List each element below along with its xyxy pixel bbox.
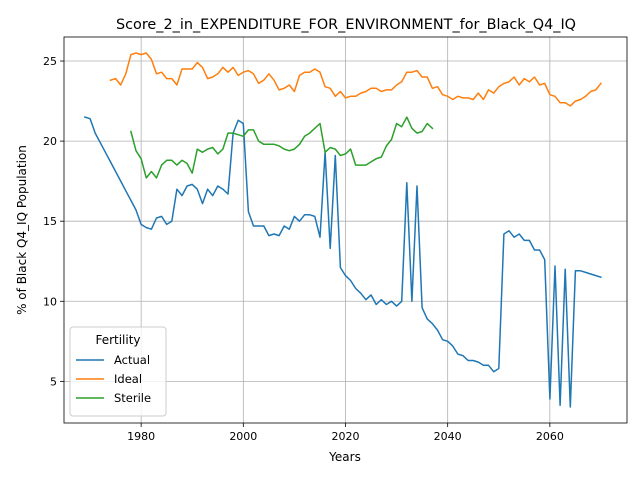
x-tick-label: 1980 [127,430,155,443]
x-tick-label: 2000 [229,430,257,443]
x-tick-label: 2040 [434,430,462,443]
y-tick-label: 15 [43,215,57,228]
legend-label-actual: Actual [114,353,150,367]
chart-title: Score_2_in_EXPENDITURE_FOR_ENVIRONMENT_f… [116,17,576,33]
legend: Fertility Actual Ideal Sterile [70,327,166,416]
x-tick-label: 2020 [332,430,360,443]
legend-label-ideal: Ideal [114,372,142,386]
y-tick-label: 10 [43,295,57,308]
y-tick-label: 25 [43,55,57,68]
y-axis-label: % of Black Q4_IQ Population [15,145,29,315]
x-tick-label: 2060 [536,430,564,443]
legend-label-sterile: Sterile [114,391,151,405]
y-tick-label: 5 [50,375,57,388]
x-axis-label: Years [328,450,361,464]
y-tick-label: 20 [43,135,57,148]
legend-title: Fertility [95,333,140,347]
